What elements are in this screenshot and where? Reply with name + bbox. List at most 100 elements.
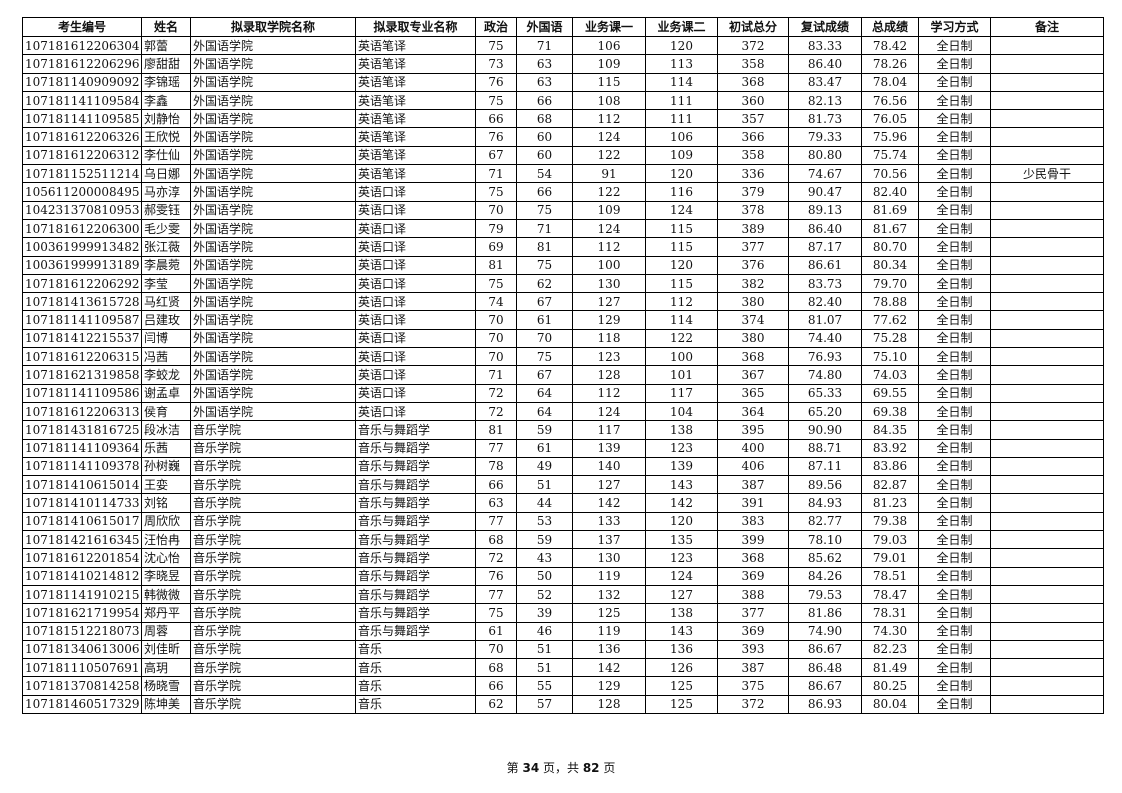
cell-college: 音乐学院: [190, 530, 356, 550]
cell-exam-id: 107181512218073: [22, 621, 142, 641]
table-row: 107181621719954 郑丹平 音乐学院 音乐与舞蹈学 75 39 125 138 37…: [22, 603, 1104, 623]
cell-politics: 75: [475, 35, 517, 56]
cell-retest-score: 74.40: [788, 328, 862, 349]
cell-total-score: 81.69: [861, 200, 919, 220]
cell-foreign-language: 55: [516, 676, 573, 696]
cell-college: 音乐学院: [190, 511, 356, 532]
cell-retest-score: 86.93: [788, 694, 862, 714]
cell-subject-two: 104: [645, 401, 718, 422]
cell-subject-two: 125: [645, 676, 718, 696]
cell-prelim-total: 357: [717, 109, 789, 129]
cell-prelim-total: 393: [717, 639, 789, 660]
cell-subject-two: 143: [645, 475, 718, 495]
cell-prelim-total: 406: [717, 456, 789, 477]
cell-foreign-language: 75: [516, 255, 573, 275]
cell-major: 音乐与舞蹈学: [355, 456, 476, 477]
cell-college: 音乐学院: [190, 456, 356, 477]
admission-table: 考生编号 姓名 拟录取学院名称 拟录取专业名称 政治 外国语 业务课一 业务课二 初试总分 复试成…: [22, 17, 1104, 714]
cell-college: 外国语学院: [190, 310, 356, 330]
table-row: 107181431816725 段冰洁 音乐学院 音乐与舞蹈学 81 59 117 138 39…: [22, 420, 1104, 440]
cell-subject-one: 109: [572, 54, 646, 74]
cell-college: 外国语学院: [190, 109, 356, 129]
cell-name: 马亦淳: [141, 182, 191, 202]
cell-subject-two: 115: [645, 218, 718, 239]
cell-retest-score: 81.86: [788, 603, 862, 623]
cell-remarks: [990, 109, 1104, 129]
cell-total-score: 75.74: [861, 145, 919, 166]
cell-subject-two: 127: [645, 584, 718, 605]
cell-exam-id: 107181140909092: [22, 72, 142, 92]
cell-subject-two: 117: [645, 383, 718, 403]
header-study-mode: 学习方式: [918, 17, 991, 37]
cell-college: 外国语学院: [190, 35, 356, 56]
cell-college: 音乐学院: [190, 694, 356, 714]
cell-study-mode: 全日制: [918, 566, 991, 586]
cell-total-score: 83.86: [861, 456, 919, 477]
cell-name: 李莹: [141, 273, 191, 294]
cell-total-score: 83.92: [861, 438, 919, 458]
cell-subject-two: 135: [645, 530, 718, 550]
cell-politics: 76: [475, 127, 517, 147]
table-row: 107181141109587 吕建玫 外国语学院 英语口译 70 61 129 114 374…: [22, 310, 1104, 330]
cell-subject-one: 127: [572, 475, 646, 495]
cell-subject-two: 115: [645, 273, 718, 294]
cell-subject-one: 142: [572, 493, 646, 513]
footer-middle: 页，共: [539, 761, 583, 775]
cell-remarks: [990, 273, 1104, 294]
cell-major: 英语笔译: [355, 127, 476, 147]
table-row: 107181141910215 韩微微 音乐学院 音乐与舞蹈学 77 52 132 127 38…: [22, 584, 1104, 605]
cell-subject-one: 124: [572, 127, 646, 147]
cell-remarks: [990, 639, 1104, 660]
cell-remarks: [990, 383, 1104, 403]
table-row: 107181152511214 乌日娜 外国语学院 英语笔译 71 54 91 120 336 7…: [22, 164, 1104, 184]
table-row: 107181460517329 陈坤美 音乐学院 音乐 62 57 128 125 372 86.…: [22, 694, 1104, 714]
table-row: 107181612206292 李莹 外国语学院 英语口译 75 62 130 115 382 8…: [22, 273, 1104, 294]
cell-name: 谢孟卓: [141, 383, 191, 403]
cell-prelim-total: 372: [717, 694, 789, 714]
cell-name: 李蛟龙: [141, 365, 191, 385]
cell-remarks: [990, 511, 1104, 532]
cell-politics: 63: [475, 493, 517, 513]
cell-subject-one: 118: [572, 328, 646, 349]
cell-politics: 75: [475, 182, 517, 202]
cell-college: 外国语学院: [190, 182, 356, 202]
cell-foreign-language: 54: [516, 164, 573, 184]
cell-study-mode: 全日制: [918, 548, 991, 568]
cell-remarks: [990, 438, 1104, 458]
cell-name: 郭蕾: [141, 35, 191, 56]
cell-foreign-language: 51: [516, 475, 573, 495]
cell-politics: 75: [475, 273, 517, 294]
cell-college: 音乐学院: [190, 603, 356, 623]
cell-college: 音乐学院: [190, 584, 356, 605]
cell-foreign-language: 51: [516, 658, 573, 678]
cell-foreign-language: 39: [516, 603, 573, 623]
cell-name: 段冰洁: [141, 420, 191, 440]
cell-prelim-total: 358: [717, 54, 789, 74]
cell-name: 乐茜: [141, 438, 191, 458]
cell-subject-one: 112: [572, 383, 646, 403]
cell-subject-two: 120: [645, 164, 718, 184]
cell-remarks: [990, 255, 1104, 275]
cell-politics: 69: [475, 237, 517, 257]
cell-study-mode: 全日制: [918, 237, 991, 257]
cell-name: 刘静怡: [141, 109, 191, 129]
cell-foreign-language: 43: [516, 548, 573, 568]
cell-college: 外国语学院: [190, 237, 356, 257]
cell-subject-one: 124: [572, 401, 646, 422]
cell-total-score: 79.38: [861, 511, 919, 532]
cell-study-mode: 全日制: [918, 35, 991, 56]
header-retest-score: 复试成绩: [788, 17, 862, 37]
cell-subject-one: 119: [572, 566, 646, 586]
header-politics: 政治: [475, 17, 517, 37]
cell-name: 张江薇: [141, 237, 191, 257]
cell-total-score: 81.49: [861, 658, 919, 678]
cell-subject-two: 114: [645, 310, 718, 330]
cell-subject-one: 140: [572, 456, 646, 477]
cell-total-score: 69.38: [861, 401, 919, 422]
cell-politics: 70: [475, 639, 517, 660]
cell-remarks: [990, 127, 1104, 147]
cell-retest-score: 83.47: [788, 72, 862, 92]
cell-retest-score: 83.33: [788, 35, 862, 56]
cell-retest-score: 89.56: [788, 475, 862, 495]
cell-subject-one: 119: [572, 621, 646, 641]
